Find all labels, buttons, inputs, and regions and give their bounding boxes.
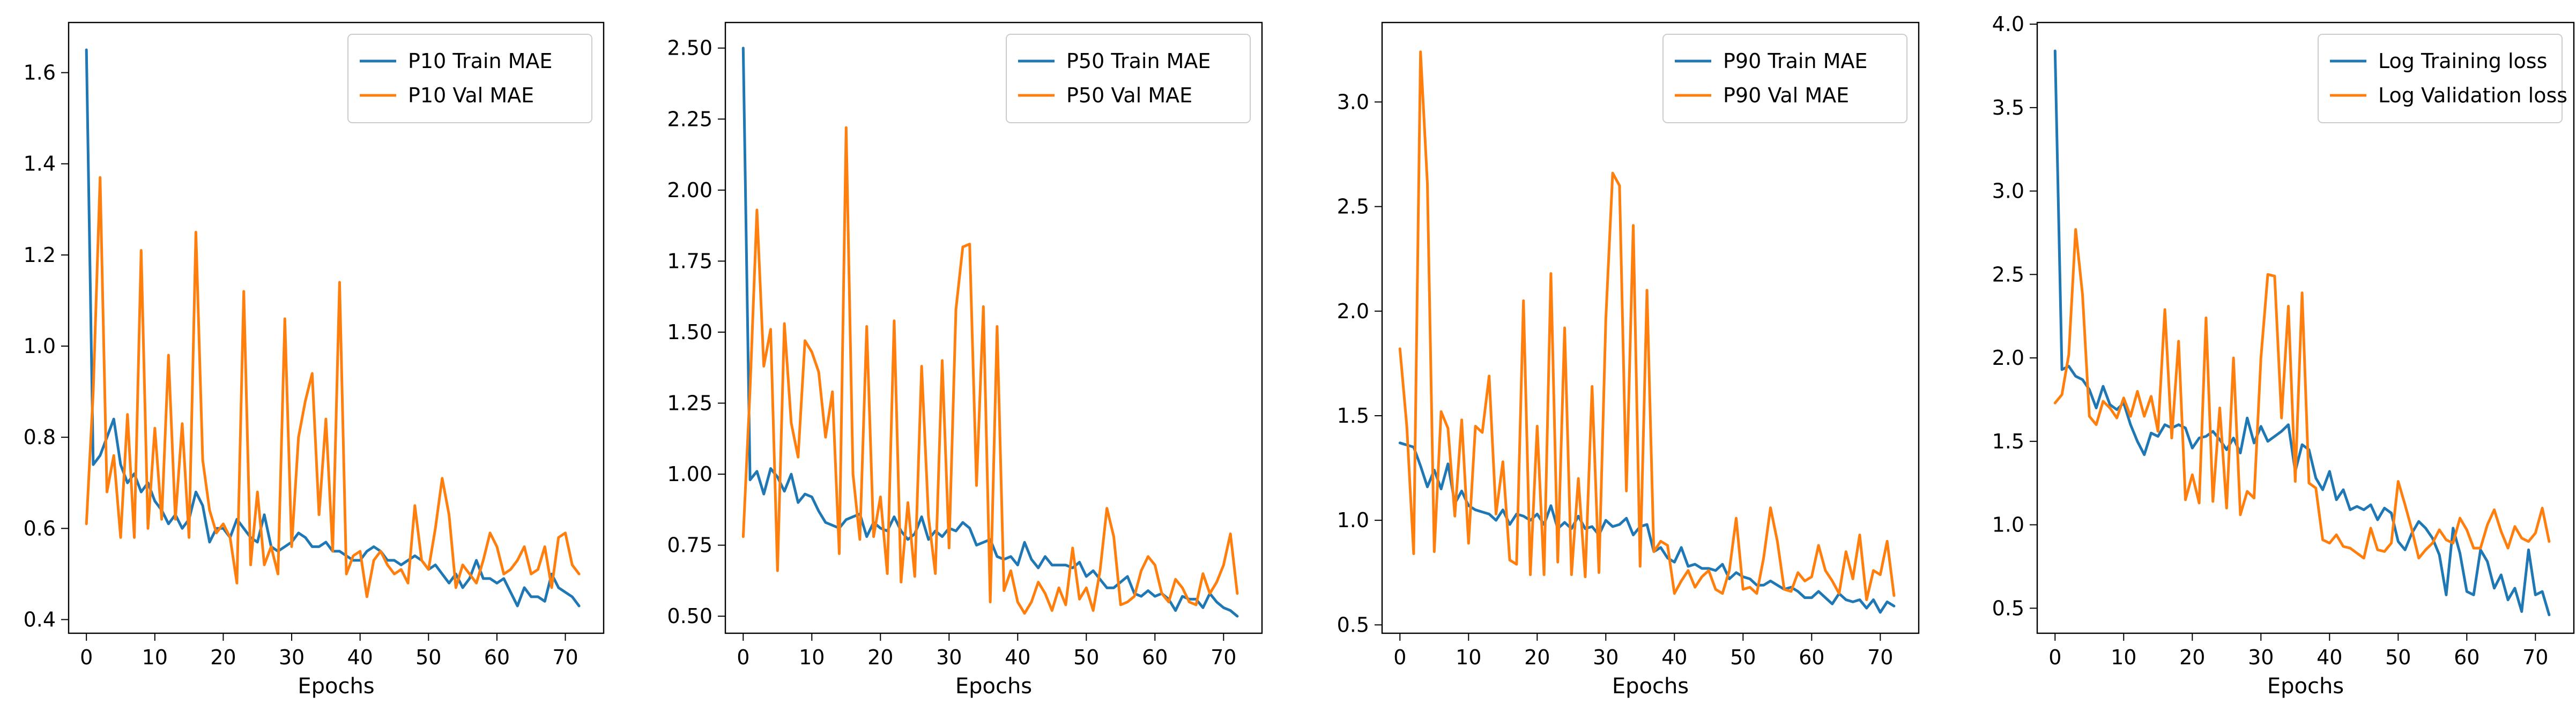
x-tick-label: 60 bbox=[1799, 646, 1824, 669]
legend-box bbox=[1662, 34, 1907, 123]
series-line-1 bbox=[1398, 441, 1896, 614]
y-tick-label: 2.25 bbox=[667, 107, 712, 131]
y-tick-label: 1.00 bbox=[667, 462, 712, 486]
chart-panel-4: 0 10 20 30 40 50 60 70 0.5 1.0 1.5 2.0 2.5 3.0 3.5 4.0 E… bbox=[1992, 12, 2575, 699]
x-tick-label: 50 bbox=[1073, 646, 1099, 669]
legend-box bbox=[347, 34, 592, 123]
y-tick-label: 0.6 bbox=[24, 516, 56, 540]
legend-label-2: P10 Val MAE bbox=[408, 84, 534, 107]
y-tick-label: 3.0 bbox=[1337, 90, 1369, 114]
axes-frame bbox=[68, 21, 605, 634]
legend-box bbox=[2318, 34, 2563, 123]
y-tick-label: 4.0 bbox=[1992, 12, 2024, 36]
x-tick-label: 40 bbox=[347, 646, 373, 669]
chart-panel-2: 0 10 20 30 40 50 60 70 0.50 0.75 1.00 1.25 1.50 1.75 2… bbox=[667, 21, 1263, 699]
x-tick-label: 60 bbox=[2454, 646, 2480, 669]
x-axis-label: Epochs bbox=[2267, 674, 2344, 699]
y-tick-label: 0.4 bbox=[24, 608, 56, 631]
x-tick-label: 20 bbox=[210, 646, 236, 669]
series-line-2 bbox=[2053, 228, 2551, 560]
x-tick-label: 50 bbox=[2385, 646, 2411, 669]
legend: P10 Train MAE P10 Val MAE bbox=[347, 34, 592, 123]
legend: Log Training loss Log Validation loss bbox=[2318, 34, 2567, 123]
y-tick-label: 2.5 bbox=[1337, 195, 1369, 219]
x-tick-label: 10 bbox=[2111, 646, 2136, 669]
legend-label-1: P50 Train MAE bbox=[1066, 49, 1211, 73]
x-tick-label: 10 bbox=[142, 646, 168, 669]
y-tick-label: 3.0 bbox=[1992, 179, 2024, 203]
x-tick-label: 70 bbox=[552, 646, 578, 669]
y-tick-label: 2.50 bbox=[667, 36, 712, 60]
y-tick-label: 0.5 bbox=[1337, 613, 1369, 636]
y-tick-label: 2.0 bbox=[1337, 299, 1369, 323]
x-tick-label: 20 bbox=[867, 646, 893, 669]
series-line-1 bbox=[2053, 49, 2551, 617]
y-tick-label: 1.75 bbox=[667, 249, 712, 273]
x-axis-label: Epochs bbox=[955, 674, 1032, 699]
x-tick-label: 30 bbox=[936, 646, 962, 669]
y-tick-label: 1.2 bbox=[24, 243, 56, 267]
legend-label-2: Log Validation loss bbox=[2378, 84, 2567, 107]
x-axis-label: Epochs bbox=[1612, 674, 1689, 699]
x-tick-label: 60 bbox=[484, 646, 510, 669]
x-tick-label: 0 bbox=[1393, 646, 1406, 669]
y-tick-label: 0.50 bbox=[667, 604, 712, 628]
y-tick-label: 1.4 bbox=[24, 152, 56, 176]
y-tick-label: 2.5 bbox=[1992, 263, 2024, 286]
y-tick-label: 0.75 bbox=[667, 534, 712, 557]
series-line-2 bbox=[741, 126, 1239, 615]
x-tick-label: 30 bbox=[2248, 646, 2274, 669]
y-tick-label: 1.0 bbox=[1992, 513, 2024, 537]
axes-frame bbox=[1381, 21, 1920, 634]
axes-frame bbox=[2036, 21, 2575, 634]
x-tick-label: 50 bbox=[1730, 646, 1756, 669]
legend-label-1: P10 Train MAE bbox=[408, 49, 552, 73]
x-tick-label: 40 bbox=[1005, 646, 1030, 669]
x-tick-label: 70 bbox=[2522, 646, 2548, 669]
x-tick-label: 30 bbox=[279, 646, 305, 669]
x-tick-label: 30 bbox=[1593, 646, 1619, 669]
y-tick-label: 1.5 bbox=[1992, 430, 2024, 453]
x-tick-label: 0 bbox=[2048, 646, 2061, 669]
legend: P50 Train MAE P50 Val MAE bbox=[1006, 34, 1251, 123]
x-tick-label: 40 bbox=[2317, 646, 2342, 669]
y-tick-label: 0.8 bbox=[24, 425, 56, 449]
x-tick-label: 10 bbox=[799, 646, 825, 669]
axes-frame bbox=[724, 21, 1263, 634]
series-line-2 bbox=[85, 176, 581, 598]
y-tick-label: 1.6 bbox=[24, 61, 56, 85]
legend: P90 Train MAE P90 Val MAE bbox=[1662, 34, 1907, 123]
x-tick-label: 60 bbox=[1142, 646, 1168, 669]
y-tick-label: 3.5 bbox=[1992, 96, 2024, 119]
legend-label-2: P90 Val MAE bbox=[1723, 84, 1849, 107]
x-tick-label: 0 bbox=[80, 646, 93, 669]
legend-label-1: Log Training loss bbox=[2378, 49, 2547, 73]
y-tick-label: 0.5 bbox=[1992, 596, 2024, 620]
x-tick-label: 0 bbox=[737, 646, 749, 669]
x-axis-label: Epochs bbox=[298, 674, 374, 699]
y-tick-label: 1.5 bbox=[1337, 404, 1369, 428]
legend-box bbox=[1006, 34, 1251, 123]
x-tick-label: 70 bbox=[1211, 646, 1236, 669]
x-tick-label: 40 bbox=[1661, 646, 1687, 669]
y-tick-label: 1.50 bbox=[667, 320, 712, 344]
y-tick-label: 2.0 bbox=[1992, 346, 2024, 370]
y-tick-label: 1.0 bbox=[24, 334, 56, 358]
legend-label-2: P50 Val MAE bbox=[1066, 84, 1192, 107]
x-tick-label: 10 bbox=[1456, 646, 1481, 669]
chart-panel-3: 0 10 20 30 40 50 60 70 0.5 1.0 1.5 2.0 2.5 3.0 Epochs P… bbox=[1337, 21, 1920, 699]
x-tick-label: 20 bbox=[1524, 646, 1550, 669]
legend-label-1: P90 Train MAE bbox=[1723, 49, 1867, 73]
chart-panel-1: 0 10 20 30 40 50 60 70 0.4 0.6 0.8 1.0 1.2 1.4 1.6 Epoc… bbox=[24, 21, 605, 699]
y-tick-label: 1.0 bbox=[1337, 508, 1369, 532]
series-line-2 bbox=[1398, 50, 1896, 601]
series-line-1 bbox=[741, 47, 1239, 618]
x-tick-label: 70 bbox=[1867, 646, 1893, 669]
y-tick-label: 2.00 bbox=[667, 178, 712, 202]
y-tick-label: 1.25 bbox=[667, 392, 712, 415]
x-tick-label: 50 bbox=[415, 646, 441, 669]
x-tick-label: 20 bbox=[2179, 646, 2205, 669]
